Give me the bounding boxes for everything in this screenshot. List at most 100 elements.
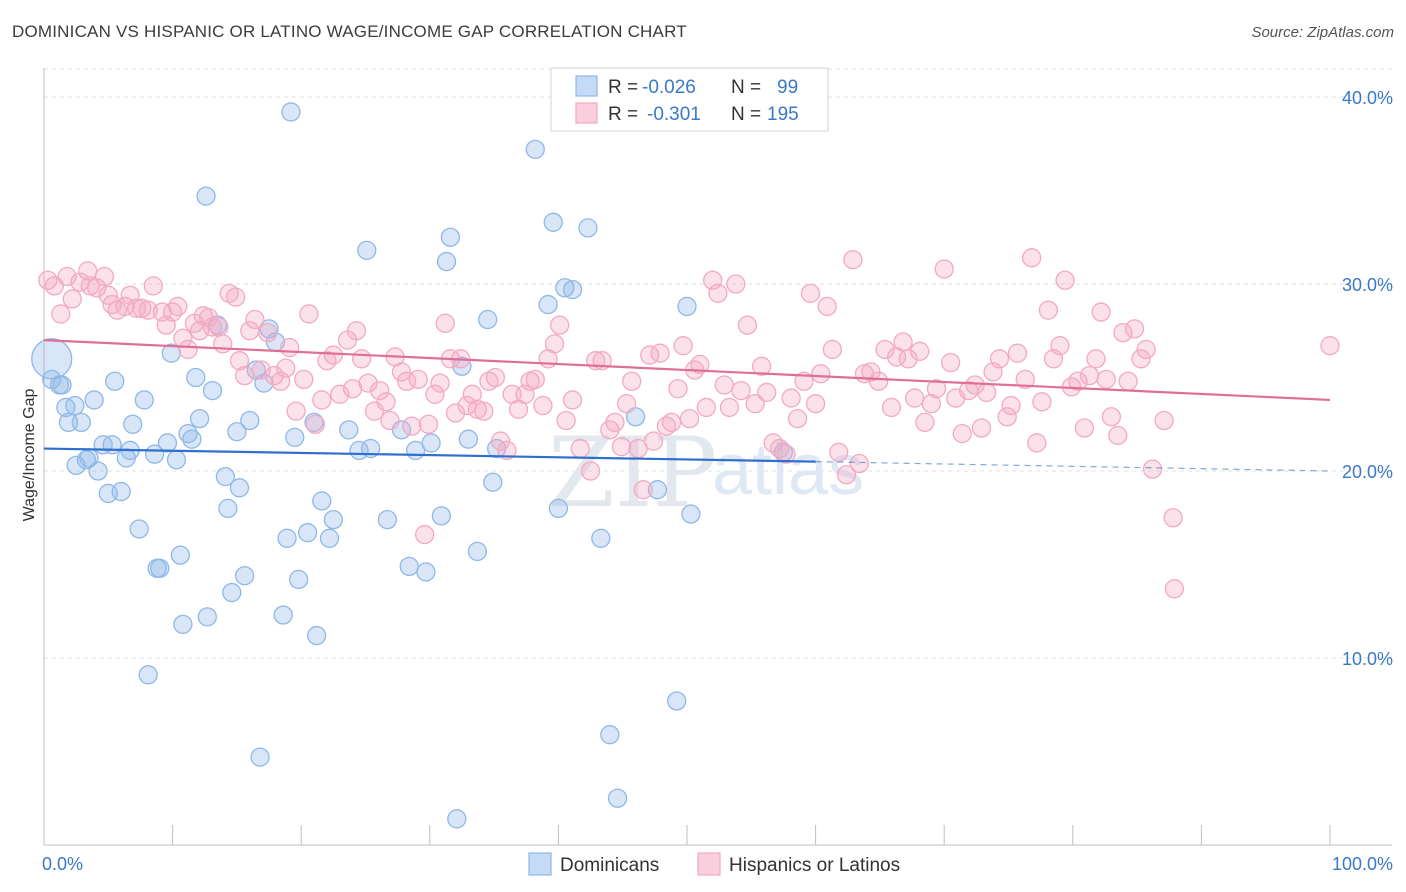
hispanics-point-21 (162, 302, 183, 322)
hispanics-point-66 (415, 524, 435, 545)
dominicans-point-92 (607, 788, 628, 808)
dominicans-point-11 (84, 390, 104, 410)
dominicans-point-75 (440, 227, 461, 247)
dominicans-point-78 (458, 429, 479, 449)
hispanics-point-153 (934, 259, 954, 279)
dominicans-point-94 (647, 480, 668, 500)
dominicans-point-41 (218, 498, 238, 519)
hispanics-point-150 (915, 412, 935, 433)
dominicans-trend-extension (815, 461, 1331, 472)
hispanics-point-18 (143, 276, 163, 296)
hispanics-point-186 (1131, 349, 1151, 369)
dominicans-point-46 (240, 410, 260, 431)
hispanics-point-106 (650, 343, 670, 363)
hispanics-point-29 (202, 317, 223, 337)
dominicans-point-59 (306, 625, 327, 646)
hispanics-point-175 (1068, 371, 1088, 391)
y-tick-label-30: 30.0% (1342, 275, 1393, 295)
hispanics-point-67 (418, 414, 439, 434)
dominicans-point-71 (416, 562, 436, 582)
hispanics-point-184 (1118, 371, 1138, 391)
hispanics-point-156 (952, 423, 972, 444)
dominicans-point-29 (166, 450, 187, 470)
hispanics-point-170 (1038, 300, 1059, 320)
hispanics-point-37 (245, 309, 265, 330)
hispanics-point-122 (745, 394, 765, 414)
hispanics-point-33 (225, 287, 246, 307)
hispanics-point-113 (690, 354, 710, 375)
dominicans-point-69 (399, 556, 419, 577)
y-axis-label: Wage/Income Gap (21, 389, 38, 522)
hispanics-point-109 (668, 379, 688, 399)
hispanics-point-59 (376, 392, 396, 412)
hispanics-point-119 (726, 274, 746, 294)
hispanics-point-117 (714, 375, 734, 395)
hispanics-point-123 (751, 356, 772, 376)
dominicans-point-76 (447, 809, 467, 829)
hispanics-point-100 (616, 394, 637, 414)
dominicans-point-30 (170, 545, 190, 565)
hispanics-point-110 (673, 336, 693, 356)
hispanics-point-185 (1124, 319, 1145, 339)
dominicans-point-83 (525, 139, 545, 160)
hispanics-point-165 (1007, 343, 1028, 363)
legend-swatch-dominicans (575, 75, 598, 97)
bottom-legend-label-hispanics: Hispanics or Latinos (729, 855, 900, 876)
dominicans-point-16 (105, 371, 125, 391)
dominicans-point-33 (182, 429, 202, 449)
dominicans-point-0 (31, 338, 73, 380)
hispanics-point-136 (829, 442, 849, 462)
dominicans-point-67 (377, 509, 398, 530)
dominicans-point-20 (123, 414, 143, 434)
x-tick-labels: 0.0% 100.0% (42, 854, 1393, 874)
hispanics-point-179 (1091, 302, 1111, 322)
hispanics-point-91 (556, 410, 576, 431)
y-tick-label-40: 40.0% (1342, 88, 1393, 108)
y-tick-labels: 10.0% 20.0% 30.0% 40.0% (1342, 88, 1393, 669)
dominicans-point-62 (323, 509, 344, 530)
hispanics-point-162 (989, 349, 1010, 369)
hispanics-point-164 (1001, 395, 1021, 416)
dominicans-point-36 (196, 186, 216, 206)
dominicans-point-17 (111, 481, 131, 502)
hispanics-point-64 (402, 416, 422, 436)
hispanics-point-142 (868, 371, 889, 391)
hispanics-point-191 (1164, 579, 1185, 599)
hispanics-point-39 (258, 322, 278, 343)
hispanics-point-103 (633, 480, 653, 500)
hispanics-point-93 (570, 438, 590, 459)
dominicans-point-3 (52, 375, 72, 395)
hispanics-point-62 (391, 362, 412, 382)
dominicans-point-27 (157, 433, 178, 453)
dominicans-point-61 (319, 528, 340, 548)
hispanics-point-9 (94, 266, 115, 287)
legend-r-value-2: -0.301 (647, 104, 701, 125)
dominicans-trend-line (43, 447, 816, 463)
hispanics-point-31 (213, 334, 233, 354)
hispanics-point-107 (656, 416, 677, 436)
trend-lines (43, 339, 1331, 472)
hispanics-point-173 (1055, 270, 1075, 290)
dominicans-point-87 (555, 278, 575, 298)
hispanics-point-43 (279, 337, 300, 358)
hispanics-point-89 (544, 334, 565, 354)
hispanics-point-133 (811, 364, 831, 384)
hispanics-point-30 (209, 317, 229, 337)
hispanics-point-146 (893, 332, 913, 352)
hispanics-point-17 (138, 300, 158, 320)
legend-r-value-1: -0.026 (642, 77, 696, 98)
dominicans-point-96 (677, 296, 697, 317)
dominicans-point-26 (150, 558, 170, 578)
x-tick-label-0: 0.0% (42, 854, 83, 874)
hispanics-point-154 (940, 352, 961, 373)
hispanics-point-131 (800, 283, 821, 304)
dominicans-point-74 (436, 251, 457, 272)
hispanics-point-132 (805, 394, 826, 414)
dominicans-point-34 (186, 367, 206, 388)
hispanics-point-50 (323, 345, 344, 365)
dominicans-point-31 (173, 614, 193, 634)
hispanics-point-54 (346, 321, 367, 341)
hispanics-point-137 (836, 465, 857, 485)
hispanics-point-45 (294, 369, 314, 390)
hispanics-point-127 (776, 444, 796, 464)
